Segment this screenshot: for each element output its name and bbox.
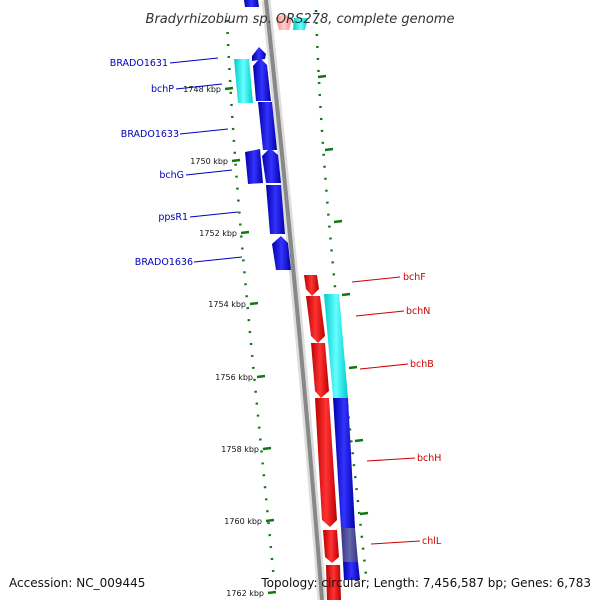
gene-feature-bchf[interactable] <box>304 275 319 296</box>
gene-feature-top-blue[interactable] <box>244 0 259 7</box>
kbp-label: 1750 kbp <box>190 157 228 166</box>
accession-text: Accession: NC_009445 <box>9 576 145 590</box>
gene-feature-ppsr1[interactable] <box>266 185 285 234</box>
gene-feature-purple-right[interactable] <box>341 528 358 562</box>
rna-feature-cyan-1[interactable] <box>234 59 253 103</box>
kbp-label: 1756 kbp <box>215 373 253 382</box>
gene-feature-bchh[interactable] <box>315 398 337 527</box>
reverse-features <box>276 14 360 600</box>
kbp-labels: 1748 kbp 1750 kbp 1752 kbp 1754 kbp 1756… <box>183 85 264 598</box>
genome-title: Bradyrhizobium sp. ORS278, complete geno… <box>146 12 455 27</box>
gene-label-chll[interactable]: chlL <box>422 536 442 547</box>
gene-feature-bottom-red[interactable] <box>326 565 341 600</box>
inner-guide-dots <box>225 19 276 581</box>
gene-feature-bchg-b[interactable] <box>262 148 281 183</box>
gene-label-bchb[interactable]: bchB <box>410 359 434 370</box>
outer-ticks <box>317 74 369 516</box>
kbp-ticks <box>224 86 277 595</box>
genome-backbone <box>264 0 324 600</box>
kbp-label: 1752 kbp <box>199 229 237 238</box>
gene-feature-blue-right[interactable] <box>333 398 355 528</box>
gene-feature-blue-bottom-right[interactable] <box>343 562 360 580</box>
forward-features <box>234 0 291 270</box>
gene-feature-brado1636[interactable] <box>272 236 291 270</box>
rna-feature-cyan-top[interactable] <box>293 18 308 30</box>
gene-feature-brado1631[interactable] <box>252 47 266 61</box>
kbp-label: 1758 kbp <box>221 445 259 454</box>
rna-feature-pink-top[interactable] <box>276 14 292 30</box>
kbp-label: 1762 kbp <box>226 589 264 598</box>
gene-feature-bchp[interactable] <box>253 58 271 101</box>
gene-label-bchn[interactable]: bchN <box>406 306 430 317</box>
gene-feature-bchb[interactable] <box>311 343 329 398</box>
kbp-label: 1760 kbp <box>224 517 262 526</box>
gene-label-bchh[interactable]: bchH <box>417 453 441 464</box>
gene-label-brado1631[interactable]: BRADO1631 <box>110 58 168 69</box>
gene-feature-bchn[interactable] <box>306 296 325 343</box>
kbp-label: 1754 kbp <box>208 300 246 309</box>
right-gene-labels <box>351 276 421 545</box>
gene-label-bchf[interactable]: bchF <box>403 272 426 283</box>
gene-feature-chll[interactable] <box>323 530 339 563</box>
gene-label-brado1636[interactable]: BRADO1636 <box>135 257 193 268</box>
kbp-label: 1748 kbp <box>183 85 221 94</box>
gene-feature-brado1633[interactable] <box>258 102 277 150</box>
gene-label-bchp[interactable]: bchP <box>151 84 174 95</box>
gene-label-brado1633[interactable]: BRADO1633 <box>121 129 179 140</box>
gene-label-ppsr1[interactable]: ppsR1 <box>158 212 188 223</box>
gene-feature-bchg-a[interactable] <box>245 149 263 184</box>
gene-label-bchg[interactable]: bchG <box>159 170 184 181</box>
rna-feature-cyan-2[interactable] <box>324 294 348 398</box>
left-gene-labels <box>169 57 243 263</box>
topology-text: Topology: circular; Length: 7,456,587 bp… <box>260 576 591 590</box>
